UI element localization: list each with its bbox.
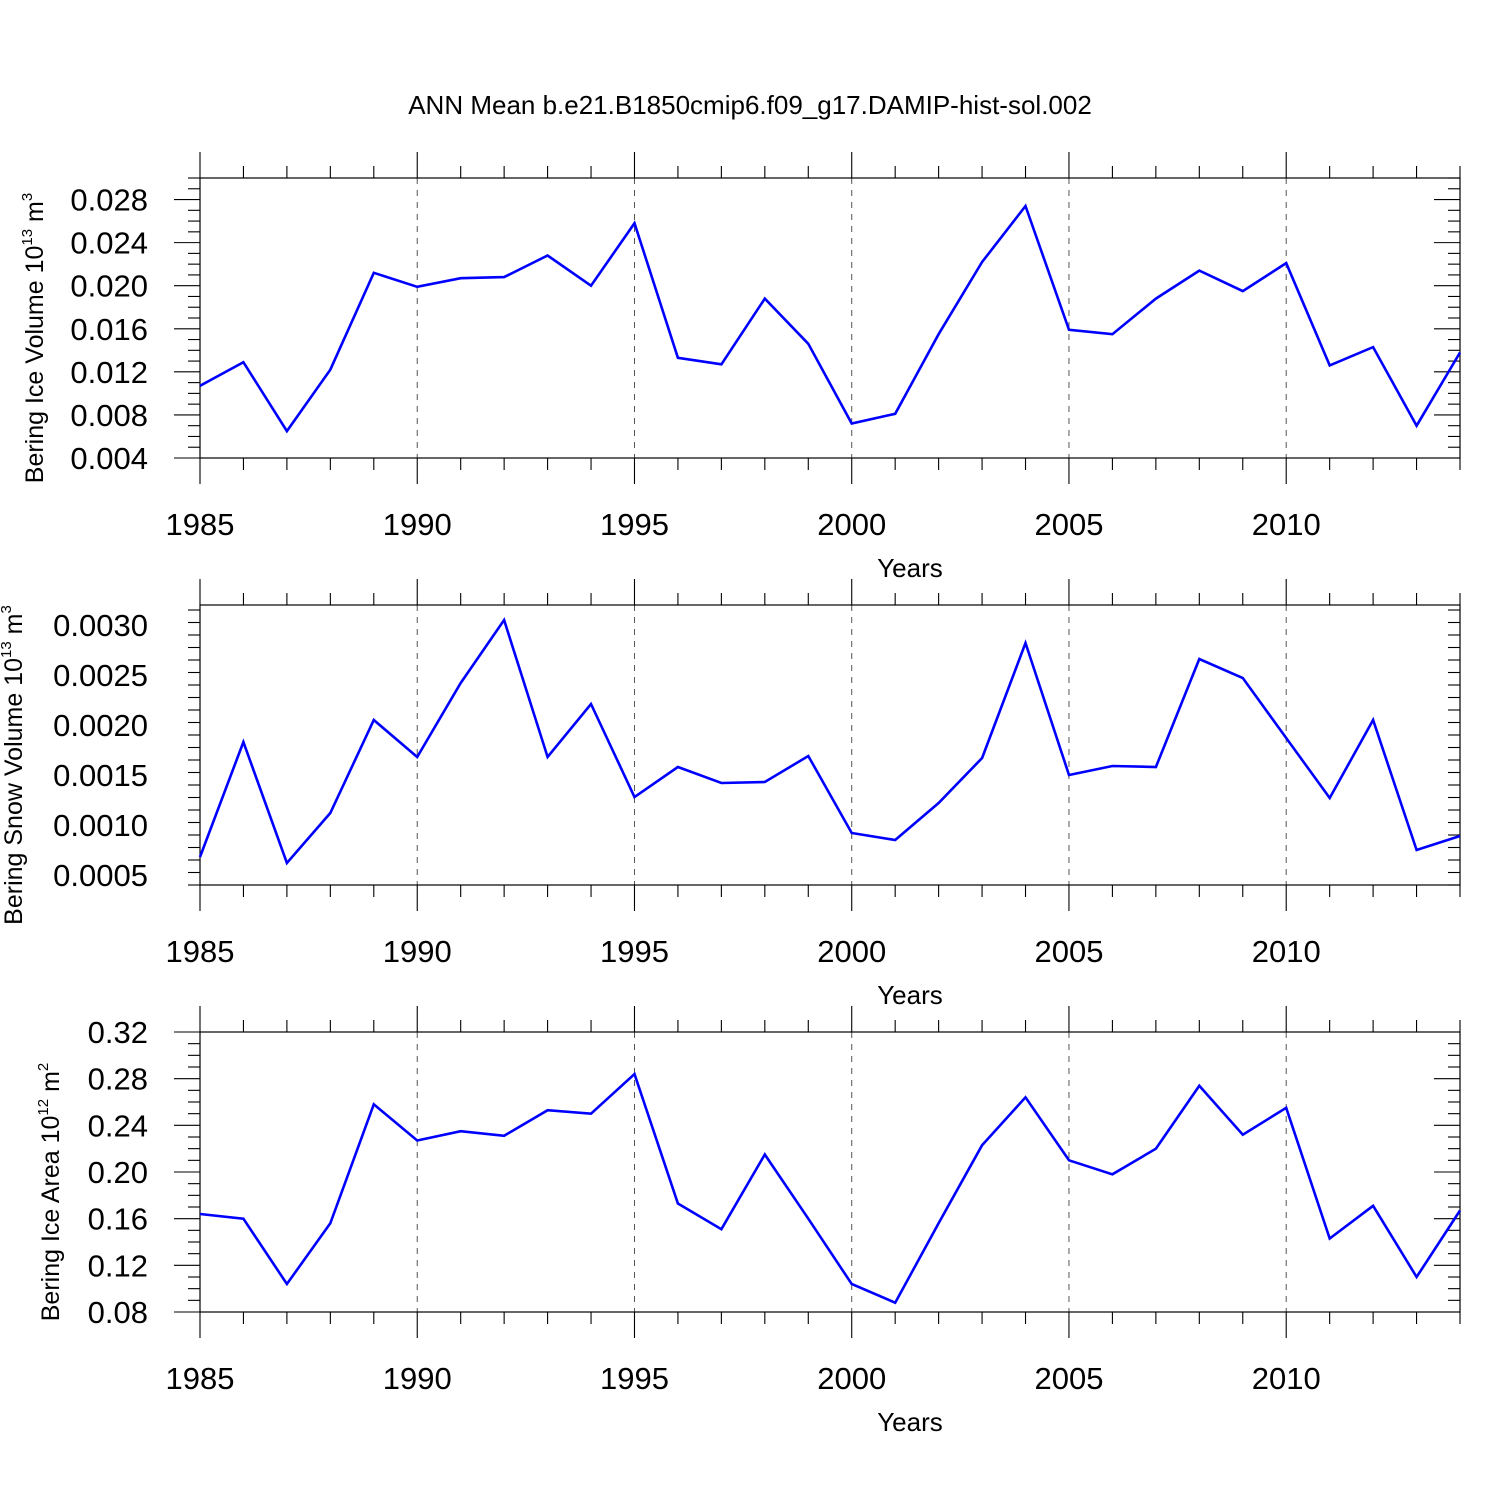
y-tick-label: 0.08 bbox=[88, 1295, 148, 1330]
x-tick-label: 1995 bbox=[600, 1361, 669, 1396]
y-axis-label-text: Bering Snow Volume 10 bbox=[0, 658, 28, 925]
y-axis-label-unit: m bbox=[0, 614, 28, 642]
y-axis-label-exponent: 13 bbox=[0, 641, 15, 658]
y-tick-label: 0.004 bbox=[70, 441, 148, 476]
y-tick-label: 0.0025 bbox=[53, 658, 148, 693]
x-tick-label: 2005 bbox=[1034, 1361, 1103, 1396]
x-tick-label: 2000 bbox=[817, 934, 886, 969]
y-axis-label-exponent: 13 bbox=[19, 229, 36, 246]
y-tick-label: 0.0030 bbox=[53, 608, 148, 643]
y-axis-label: Bering Ice Volume 1013 m3 bbox=[19, 193, 49, 483]
y-tick-label: 0.016 bbox=[70, 312, 148, 347]
x-tick-label: 1990 bbox=[383, 507, 452, 542]
x-tick-label: 1990 bbox=[383, 934, 452, 969]
x-tick-label: 2005 bbox=[1034, 934, 1103, 969]
y-axis-label-unit: m bbox=[21, 201, 49, 229]
y-tick-label: 0.28 bbox=[88, 1062, 148, 1097]
y-tick-label: 0.0010 bbox=[53, 808, 148, 843]
y-axis-label-unit-exponent: 3 bbox=[19, 193, 36, 201]
x-tick-label: 1990 bbox=[383, 1361, 452, 1396]
y-axis-label-unit-exponent: 2 bbox=[35, 1063, 52, 1071]
plot-frame bbox=[199, 604, 1461, 886]
chart-panel-1: 1985 1990 1995 2000 2005 2010 Years 0.004 0.008 0… bbox=[19, 152, 1462, 583]
chart-panel-3: 1985 1990 1995 2000 2005 2010 Years 0.08 0.12 0.1… bbox=[35, 1006, 1462, 1437]
y-tick-label: 0.028 bbox=[70, 183, 148, 218]
y-tick-label: 0.0005 bbox=[53, 858, 148, 893]
x-tick-label: 2010 bbox=[1252, 1361, 1321, 1396]
y-axis-label: Bering Snow Volume 1013 m3 bbox=[0, 605, 28, 925]
x-axis-label: Years bbox=[877, 1407, 943, 1437]
x-axis-label: Years bbox=[877, 553, 943, 583]
x-tick-label: 2000 bbox=[817, 507, 886, 542]
y-axis-label: Bering Ice Area 1012 m2 bbox=[35, 1063, 65, 1322]
series-line-1 bbox=[198, 617, 1461, 866]
x-tick-label: 2010 bbox=[1252, 507, 1321, 542]
y-axis-label-exponent: 12 bbox=[35, 1099, 52, 1116]
y-tick-label: 0.024 bbox=[70, 226, 148, 261]
y-tick-label: 0.008 bbox=[70, 398, 148, 433]
x-tick-label: 2000 bbox=[817, 1361, 886, 1396]
y-axis-label-text: Bering Ice Volume 10 bbox=[21, 246, 49, 484]
y-axis-label-unit: m bbox=[37, 1071, 65, 1099]
y-tick-label: 0.24 bbox=[88, 1108, 148, 1143]
figure-title: ANN Mean b.e21.B1850cmip6.f09_g17.DAMIP-… bbox=[408, 90, 1092, 120]
x-tick-label: 1985 bbox=[166, 934, 235, 969]
y-tick-label: 0.0020 bbox=[53, 708, 148, 743]
x-tick-label: 1995 bbox=[600, 934, 669, 969]
x-tick-label: 1985 bbox=[166, 1361, 235, 1396]
chart-panel-2: 1985 1990 1995 2000 2005 2010 Years 0.0005 0.001… bbox=[0, 579, 1461, 1010]
panels: 1985 1990 1995 2000 2005 2010 Years 0.004 0.008 0… bbox=[0, 152, 1462, 1437]
y-tick-label: 0.020 bbox=[70, 269, 148, 304]
y-tick-label: 0.12 bbox=[88, 1248, 148, 1283]
y-tick-label: 0.16 bbox=[88, 1202, 148, 1237]
y-tick-label: 0.20 bbox=[88, 1155, 148, 1190]
series-line-1 bbox=[199, 203, 1462, 434]
x-tick-label: 2005 bbox=[1034, 507, 1103, 542]
x-tick-label: 2010 bbox=[1252, 934, 1321, 969]
y-axis-label-text: Bering Ice Area 10 bbox=[37, 1116, 65, 1322]
y-tick-label: 0.0015 bbox=[53, 758, 148, 793]
x-tick-label: 1995 bbox=[600, 507, 669, 542]
y-axis-label-unit-exponent: 3 bbox=[0, 605, 15, 613]
x-tick-label: 1985 bbox=[166, 507, 235, 542]
y-tick-label: 0.012 bbox=[70, 355, 148, 390]
series-line-1 bbox=[199, 1071, 1462, 1305]
x-axis-label: Years bbox=[877, 980, 943, 1010]
y-tick-label: 0.32 bbox=[88, 1015, 148, 1050]
